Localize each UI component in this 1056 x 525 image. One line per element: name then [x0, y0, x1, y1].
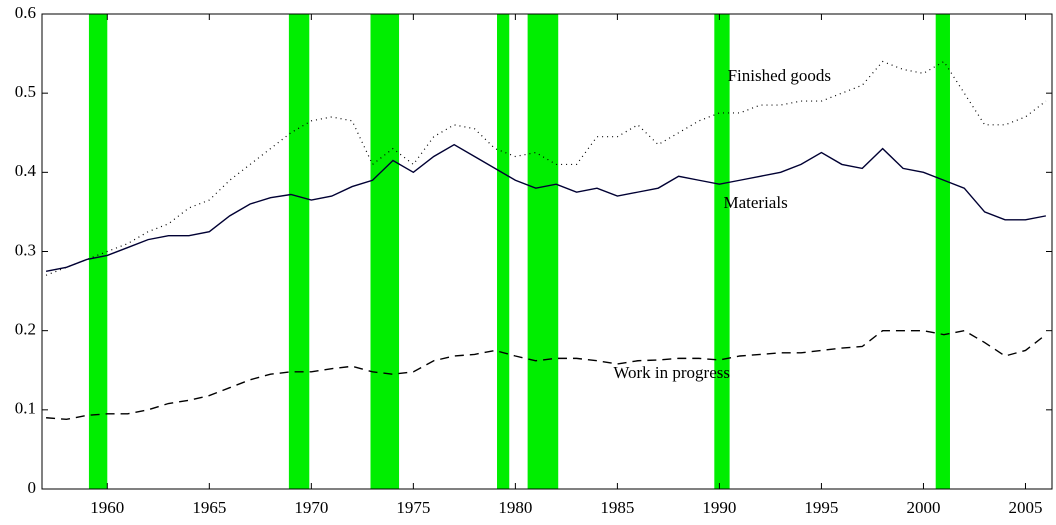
recession-band [288, 14, 310, 489]
recession-band [714, 14, 730, 489]
series-annotation: Finished goods [728, 66, 831, 85]
x-tick-label: 1960 [90, 498, 124, 517]
recession-band [370, 14, 400, 489]
x-tick-label: 1990 [702, 498, 736, 517]
x-tick-label: 1980 [498, 498, 532, 517]
x-tick-label: 1985 [600, 498, 634, 517]
recession-band [497, 14, 510, 489]
y-tick-label: 0.5 [15, 82, 36, 101]
y-tick-label: 0.3 [15, 240, 36, 259]
recession-band [935, 14, 950, 489]
series-line [45, 143, 1047, 272]
x-tick-label: 1995 [804, 498, 838, 517]
x-tick-label: 2000 [906, 498, 940, 517]
x-tick-label: 1970 [294, 498, 328, 517]
series-annotation: Work in progress [613, 363, 730, 382]
x-tick-label: 2005 [1008, 498, 1042, 517]
y-tick-label: 0.2 [15, 320, 36, 339]
x-tick-label: 1975 [396, 498, 430, 517]
y-tick-label: 0 [28, 478, 37, 497]
recession-band [527, 14, 559, 489]
y-tick-label: 0.6 [15, 3, 36, 22]
series-line [46, 329, 1047, 421]
series-annotation: Materials [723, 193, 787, 212]
y-tick-label: 0.1 [15, 399, 36, 418]
x-tick-label: 1965 [192, 498, 226, 517]
y-tick-label: 0.4 [15, 161, 37, 180]
series-line [45, 60, 1047, 276]
recession-band [88, 14, 108, 489]
